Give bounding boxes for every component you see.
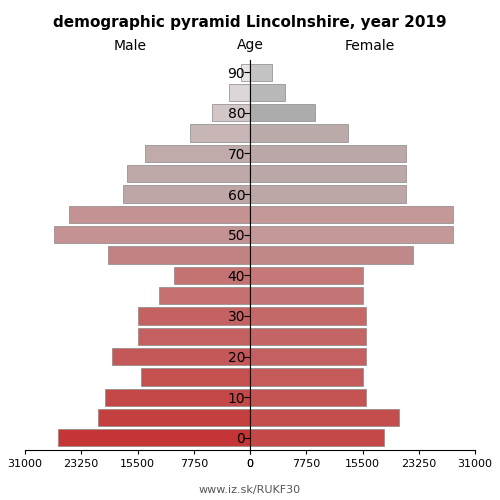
Bar — [250, 388, 366, 406]
Bar — [229, 84, 250, 101]
Bar — [250, 104, 316, 122]
Bar — [250, 246, 414, 264]
Bar — [250, 64, 272, 81]
Bar — [145, 145, 250, 162]
Text: Age: Age — [236, 38, 264, 52]
Bar — [250, 287, 362, 304]
Bar — [68, 206, 250, 223]
Bar — [250, 226, 453, 244]
Bar — [250, 429, 384, 446]
Bar — [250, 186, 406, 202]
Bar — [108, 246, 250, 264]
Bar — [250, 368, 362, 386]
Bar — [250, 266, 362, 284]
Bar — [190, 124, 250, 142]
Bar — [105, 388, 250, 406]
Bar — [126, 165, 250, 182]
Bar — [250, 328, 366, 345]
Bar — [250, 308, 366, 324]
Bar — [138, 328, 250, 345]
Bar — [240, 64, 250, 81]
Bar — [250, 84, 285, 101]
Bar — [174, 266, 250, 284]
Text: demographic pyramid Lincolnshire, year 2019: demographic pyramid Lincolnshire, year 2… — [53, 15, 447, 30]
Bar — [250, 206, 453, 223]
Text: www.iz.sk/RUKF30: www.iz.sk/RUKF30 — [199, 485, 301, 495]
Text: Male: Male — [114, 38, 146, 52]
Bar — [138, 308, 250, 324]
Bar — [123, 186, 250, 202]
Bar — [250, 145, 406, 162]
Bar — [250, 124, 348, 142]
Bar — [160, 287, 250, 304]
Bar — [212, 104, 250, 122]
Bar — [141, 368, 250, 386]
Bar — [250, 409, 399, 426]
Text: Female: Female — [345, 38, 395, 52]
Bar — [58, 429, 250, 446]
Bar — [112, 348, 250, 365]
Bar — [98, 409, 250, 426]
Bar — [250, 348, 366, 365]
Bar — [250, 165, 406, 182]
Bar — [54, 226, 250, 244]
